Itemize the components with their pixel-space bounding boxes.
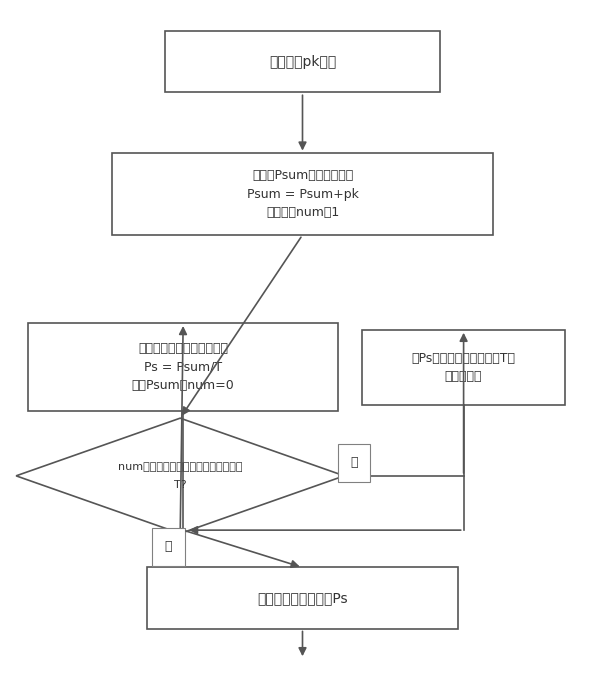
Text: T?: T? xyxy=(174,480,186,490)
Text: 瞬时功率pk输入: 瞬时功率pk输入 xyxy=(269,55,336,69)
FancyBboxPatch shape xyxy=(111,153,494,235)
Text: 累加器Psum累加瞬时功率: 累加器Psum累加瞬时功率 xyxy=(252,170,353,182)
Text: 否: 否 xyxy=(350,456,358,469)
Text: 将Ps置为上一个工频周期T时: 将Ps置为上一个工频周期T时 xyxy=(411,352,515,365)
Text: 是: 是 xyxy=(165,540,172,553)
Text: num是否大于等于一个工频周期时间窗: num是否大于等于一个工频周期时间窗 xyxy=(118,462,243,472)
Text: Ps = Psum/T: Ps = Psum/T xyxy=(144,361,222,374)
FancyBboxPatch shape xyxy=(362,330,565,405)
FancyBboxPatch shape xyxy=(28,323,338,412)
Polygon shape xyxy=(16,418,344,534)
Text: 的平均功率: 的平均功率 xyxy=(445,370,482,383)
FancyBboxPatch shape xyxy=(165,32,440,92)
FancyBboxPatch shape xyxy=(148,567,457,629)
Text: Psum = Psum+pk: Psum = Psum+pk xyxy=(247,188,358,201)
Text: 计算最新的单周期平均功率: 计算最新的单周期平均功率 xyxy=(138,342,228,355)
Text: 输出单周期平均功率Ps: 输出单周期平均功率Ps xyxy=(257,591,348,605)
Text: 清零Psum，num=0: 清零Psum，num=0 xyxy=(132,379,235,392)
Text: 累加个数num加1: 累加个数num加1 xyxy=(266,206,339,219)
